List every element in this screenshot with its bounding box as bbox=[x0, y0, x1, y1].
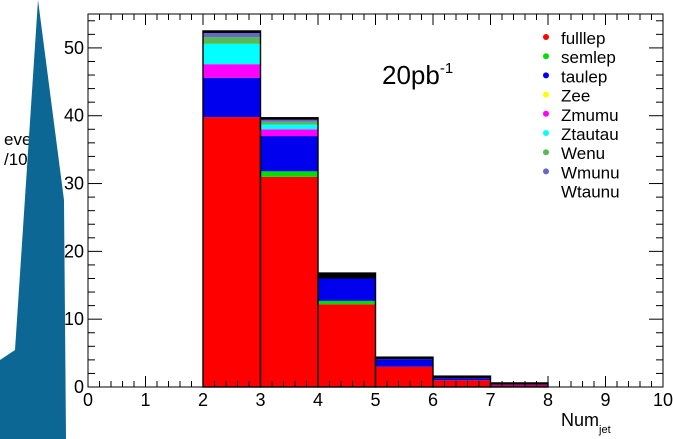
legend-marker-Zmumu bbox=[543, 110, 549, 117]
bar-segment-Wmunu-bin-1 bbox=[260, 119, 318, 122]
legend-label-taulep: taulep bbox=[561, 67, 607, 86]
x-tick-label: 2 bbox=[198, 390, 208, 410]
legend-label-Zee: Zee bbox=[561, 87, 590, 106]
bar-segment-Zmumu-bin-1 bbox=[260, 129, 318, 137]
legend-label-Zmumu: Zmumu bbox=[561, 106, 619, 125]
legend-label-fulllep: fulllep bbox=[561, 29, 605, 48]
bar-segment-fulllep-bin-4 bbox=[433, 380, 491, 387]
legend-label-semlep: semlep bbox=[561, 48, 616, 67]
y-tick-label: 20 bbox=[64, 241, 84, 261]
legend-marker-Zee bbox=[543, 91, 549, 98]
bar-segment-Wmunu-bin-0 bbox=[203, 32, 261, 38]
x-tick-label: 1 bbox=[140, 390, 150, 410]
legend-marker-semlep bbox=[543, 53, 549, 60]
legend-marker-taulep bbox=[543, 72, 549, 79]
bar-segment-Ztautau-bin-0 bbox=[203, 43, 261, 65]
x-tick-label: 4 bbox=[313, 390, 323, 410]
legend-label-Wenu: Wenu bbox=[561, 144, 605, 163]
x-tick-label: 8 bbox=[543, 390, 553, 410]
bar-segment-taulep-bin-5 bbox=[490, 384, 548, 386]
bar-segment-taulep-bin-1 bbox=[260, 136, 318, 172]
y-tick-label: 30 bbox=[64, 174, 84, 194]
bar-segment-Wtaunu-bin-4 bbox=[433, 376, 491, 379]
decorative-triangle-shape bbox=[0, 0, 66, 439]
y-tick-label: 50 bbox=[64, 38, 84, 58]
bar-segment-Wtaunu-bin-1 bbox=[260, 117, 318, 120]
bar-segment-Zmumu-bin-0 bbox=[203, 64, 261, 78]
legend-label-Wtaunu: Wtaunu bbox=[561, 183, 620, 202]
bar-outline-bin-2 bbox=[317, 272, 377, 388]
bar-segment-taulep-bin-3 bbox=[375, 359, 433, 367]
x-tick-label: 7 bbox=[485, 390, 495, 410]
x-tick-label: 0 bbox=[83, 390, 93, 410]
x-tick-label: 3 bbox=[255, 390, 265, 410]
y-tick-label: 10 bbox=[64, 309, 84, 329]
legend-marker-fulllep bbox=[543, 34, 549, 40]
x-tick-label: 10 bbox=[653, 390, 673, 410]
bar-segment-Wtaunu-bin-3 bbox=[375, 357, 433, 360]
legend: fulllepsemleptaulepZeeZmumuZtautauWenuWm… bbox=[543, 29, 620, 202]
bar-segment-taulep-bin-4 bbox=[433, 378, 491, 381]
x-axis-label: Numjet bbox=[561, 410, 611, 436]
bar-segment-Ztautau-bin-1 bbox=[260, 124, 318, 130]
x-tick-label: 5 bbox=[370, 390, 380, 410]
bar-segment-fulllep-bin-1 bbox=[260, 176, 318, 387]
bar-outline-bin-1 bbox=[259, 117, 319, 388]
bar-segment-Wtaunu-bin-0 bbox=[203, 30, 261, 33]
y-tick-label: 40 bbox=[64, 106, 84, 126]
annotation-label: 20pb-1 bbox=[382, 60, 453, 90]
legend-marker-Wenu bbox=[543, 149, 549, 156]
histogram-bars bbox=[202, 30, 549, 388]
bar-segment-fulllep-bin-3 bbox=[375, 366, 433, 387]
bar-segment-taulep-bin-2 bbox=[318, 278, 376, 301]
axis-ticks bbox=[87, 14, 664, 388]
bar-segment-fulllep-bin-5 bbox=[490, 384, 548, 387]
legend-marker-Wmunu bbox=[543, 168, 549, 175]
bar-segment-semlep-bin-1 bbox=[260, 171, 318, 177]
bar-segment-Wenu-bin-1 bbox=[260, 121, 318, 125]
bar-segment-taulep-bin-0 bbox=[203, 77, 261, 118]
x-tick-label: 9 bbox=[600, 390, 610, 410]
x-tick-label: 6 bbox=[428, 390, 438, 410]
axis-tick-labels: 0 1 2 3 4 5 6 7 8 9 10 0 10 20 30 40 50 bbox=[64, 38, 673, 410]
bar-segment-Wtaunu-bin-2 bbox=[318, 273, 376, 279]
legend-marker-Ztautau bbox=[543, 130, 549, 136]
bar-segment-fulllep-bin-0 bbox=[203, 117, 261, 388]
legend-label-Ztautau: Ztautau bbox=[561, 125, 619, 144]
bar-segment-fulllep-bin-2 bbox=[318, 304, 376, 387]
legend-label-Wmunu: Wmunu bbox=[561, 163, 620, 182]
bar-segment-Wenu-bin-0 bbox=[203, 37, 261, 44]
y-tick-label: 0 bbox=[74, 377, 84, 397]
bar-outline-bin-3 bbox=[374, 356, 434, 388]
bar-segment-semlep-bin-2 bbox=[318, 300, 376, 305]
